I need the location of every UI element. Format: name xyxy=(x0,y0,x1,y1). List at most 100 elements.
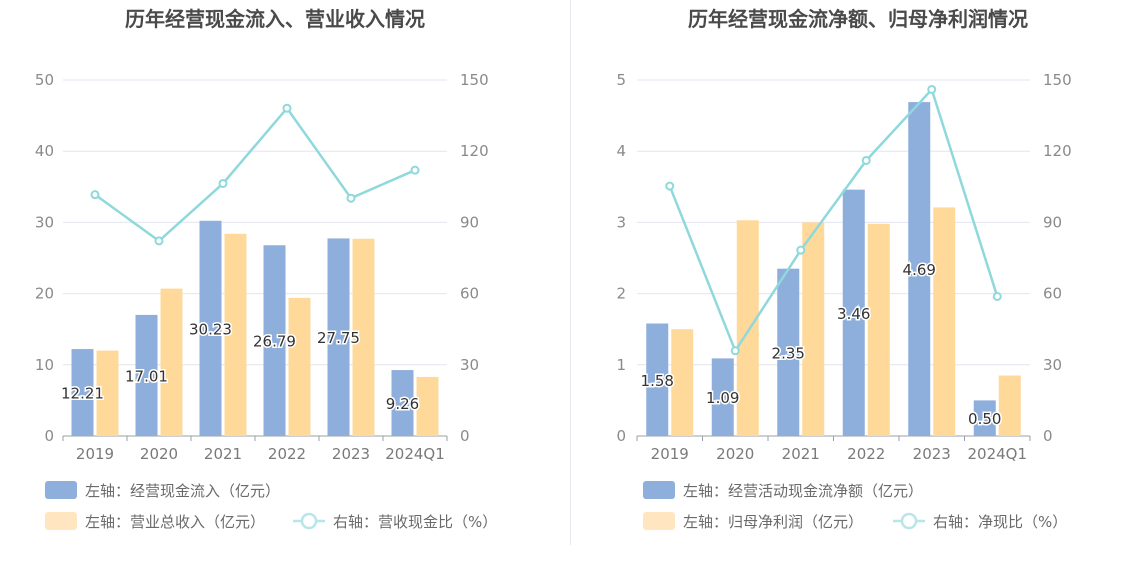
x-axis-tick-label: 2021 xyxy=(782,445,820,463)
legend: 左轴：经营活动现金流净额（亿元） 左轴：归母净利润（亿元） 右轴：净现比（%） xyxy=(643,481,1067,531)
right-axis-tick-label: 30 xyxy=(1043,356,1062,374)
bar-data-label: 1.58 xyxy=(641,372,674,390)
legend-label: 左轴：经营活动现金流净额（亿元） xyxy=(683,482,923,500)
right-axis-tick-label: 150 xyxy=(1043,71,1072,89)
ratio-line-point xyxy=(665,181,675,191)
ratio-line-point xyxy=(992,291,1002,301)
chart-title: 历年经营现金流入、营业收入情况 xyxy=(125,7,425,31)
ratio-line-point xyxy=(861,155,871,165)
left-axis-tick-label: 10 xyxy=(35,356,54,374)
bar-data-label: 0.50 xyxy=(968,410,1001,428)
bar-orange xyxy=(160,288,183,436)
bar-orange xyxy=(224,233,247,436)
ratio-line-point xyxy=(282,103,292,113)
bar-blue xyxy=(973,400,996,436)
bar-orange xyxy=(352,238,375,436)
bar-blue xyxy=(711,358,734,436)
ratio-line-point xyxy=(410,165,420,175)
right-axis-tick-label: 90 xyxy=(1043,213,1062,231)
legend-label: 左轴：营业总收入（亿元） xyxy=(85,513,265,531)
x-axis-tick-label: 2024Q1 xyxy=(967,445,1027,463)
ratio-line-point xyxy=(218,178,228,188)
left-axis-tick-label: 5 xyxy=(616,71,626,89)
bar-data-label: 1.09 xyxy=(706,389,739,407)
ratio-line-point xyxy=(346,193,356,203)
legend-label: 右轴：净现比（%） xyxy=(933,513,1067,531)
bar-orange xyxy=(96,350,119,436)
ratio-line-point xyxy=(927,84,937,94)
legend-label: 左轴：归母净利润（亿元） xyxy=(683,513,863,531)
bar-orange xyxy=(288,297,311,436)
legend-swatch-orange xyxy=(45,512,77,530)
x-axis-tick-label: 2020 xyxy=(716,445,754,463)
bar-orange xyxy=(802,222,825,436)
x-axis-tick-label: 2019 xyxy=(651,445,689,463)
right-axis-tick-label: 0 xyxy=(460,427,470,445)
bar-blue xyxy=(842,189,865,436)
bar-data-label: 9.26 xyxy=(386,395,419,413)
bar-orange xyxy=(998,375,1021,436)
legend-swatch-orange xyxy=(643,512,675,530)
x-axis-tick-label: 2023 xyxy=(332,445,370,463)
legend-label: 右轴：营收现金比（%） xyxy=(333,513,497,531)
bar-orange xyxy=(736,220,759,436)
left-axis-tick-label: 50 xyxy=(35,71,54,89)
right-axis-tick-label: 0 xyxy=(1043,427,1053,445)
right-axis-tick-label: 120 xyxy=(1043,142,1072,160)
ratio-line-point xyxy=(154,236,164,246)
bar-blue xyxy=(327,238,350,436)
bar-blue xyxy=(71,349,94,436)
bar-blue xyxy=(646,323,669,436)
right-axis-tick-label: 60 xyxy=(1043,285,1062,303)
bar-blue xyxy=(263,245,286,436)
bar-data-label: 2.35 xyxy=(772,344,805,362)
ratio-line xyxy=(94,106,416,243)
legend-swatch-blue xyxy=(643,481,675,499)
left-axis-tick-label: 30 xyxy=(35,213,54,231)
bar-blue xyxy=(135,314,158,436)
right-axis-tick-label: 60 xyxy=(460,285,479,303)
bar-data-label: 12.21 xyxy=(61,385,104,403)
left-axis-tick-label: 4 xyxy=(616,142,626,160)
left-axis-tick-label: 1 xyxy=(616,356,626,374)
bar-blue xyxy=(199,220,222,436)
right-axis-tick-label: 90 xyxy=(460,213,479,231)
legend-swatch-blue xyxy=(45,481,77,499)
ratio-line xyxy=(668,87,999,354)
chart-panel-2: 历年经营现金流净额、归母净利润情况 0 1 2 3 4 5 0 30 60 90 120 150 2019… xyxy=(616,7,1071,531)
left-axis-tick-label: 20 xyxy=(35,285,54,303)
right-axis-tick-label: 150 xyxy=(460,71,489,89)
bar-data-label: 3.46 xyxy=(837,305,870,323)
x-axis-tick-label: 2023 xyxy=(913,445,951,463)
bar-data-label: 27.75 xyxy=(317,329,360,347)
x-axis-tick-label: 2024Q1 xyxy=(385,445,445,463)
left-axis-tick-label: 2 xyxy=(616,285,626,303)
left-axis-tick-label: 0 xyxy=(44,427,54,445)
ratio-line-point xyxy=(90,190,100,200)
bar-blue xyxy=(908,102,931,437)
x-axis-tick-label: 2022 xyxy=(847,445,885,463)
x-axis-tick-label: 2021 xyxy=(204,445,242,463)
bar-data-label: 17.01 xyxy=(125,367,168,385)
bar-data-label: 4.69 xyxy=(903,261,936,279)
legend-swatch-line-marker xyxy=(300,512,318,530)
panel-divider xyxy=(570,0,571,545)
bar-orange xyxy=(933,207,956,436)
legend-label: 左轴：经营现金流入（亿元） xyxy=(85,482,280,500)
left-axis-tick-label: 40 xyxy=(35,142,54,160)
x-axis-tick-label: 2022 xyxy=(268,445,306,463)
left-axis-tick-label: 3 xyxy=(616,213,626,231)
bar-orange xyxy=(416,376,439,436)
right-axis-tick-label: 30 xyxy=(460,356,479,374)
left-axis-tick-label: 0 xyxy=(616,427,626,445)
right-axis-tick-label: 120 xyxy=(460,142,489,160)
chart-panel-1: 历年经营现金流入、营业收入情况 0 10 20 30 40 50 0 30 60 90 120 150 2… xyxy=(35,7,497,531)
legend-swatch-line-marker xyxy=(900,512,918,530)
ratio-line-point xyxy=(796,245,806,255)
x-axis-tick-label: 2020 xyxy=(140,445,178,463)
bar-data-label: 30.23 xyxy=(189,320,232,338)
legend: 左轴：经营现金流入（亿元） 左轴：营业总收入（亿元） 右轴：营收现金比（%） xyxy=(45,481,497,531)
bar-orange xyxy=(671,329,694,436)
bar-blue xyxy=(777,268,800,436)
